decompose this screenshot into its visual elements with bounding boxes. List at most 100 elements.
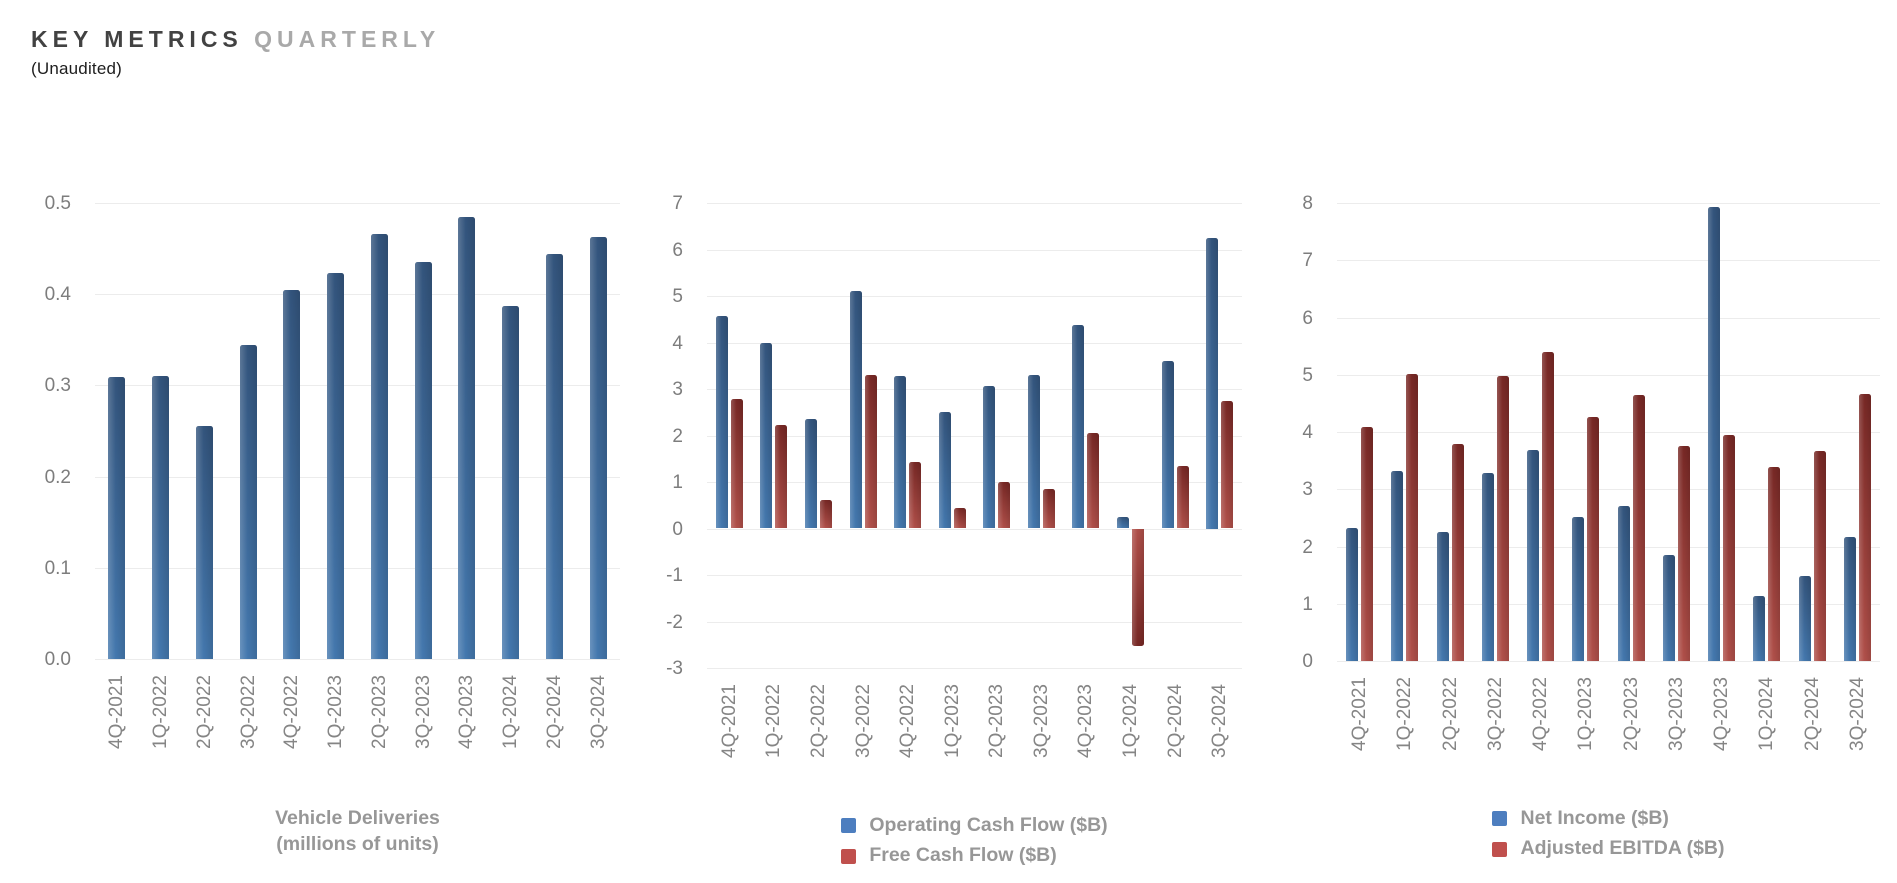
bar-blue bbox=[1617, 506, 1630, 661]
x-tick-slot: 3Q-2023 bbox=[401, 675, 445, 777]
plot-area bbox=[1337, 203, 1880, 662]
x-tick-label: 1Q-2023 bbox=[941, 684, 963, 758]
bar-blue bbox=[1027, 374, 1040, 529]
x-tick-label: 3Q-2024 bbox=[587, 675, 609, 749]
y-tick-label: 5 bbox=[672, 286, 683, 307]
bar-blue bbox=[1753, 596, 1766, 661]
x-tick-slot: 4Q-2022 bbox=[270, 675, 314, 777]
x-tick-label: 2Q-2022 bbox=[1439, 677, 1461, 751]
legend-swatch-blue bbox=[841, 818, 857, 834]
bar-blue bbox=[1436, 531, 1449, 661]
gridline bbox=[1337, 603, 1880, 605]
chart-caption: Vehicle Deliveries (millions of units) bbox=[95, 805, 620, 858]
gridline bbox=[707, 342, 1242, 344]
gridline bbox=[707, 389, 1242, 390]
legend-swatch-blue bbox=[1492, 811, 1508, 827]
x-tick-slot: 1Q-2024 bbox=[1108, 684, 1153, 786]
gridline bbox=[707, 668, 1242, 669]
y-tick-label: 0 bbox=[672, 518, 683, 540]
bar-blue bbox=[1708, 207, 1721, 661]
x-tick-label: 4Q-2022 bbox=[281, 675, 303, 749]
x-tick-label: 4Q-2021 bbox=[718, 684, 740, 758]
x-tick-slot: 1Q-2022 bbox=[752, 684, 797, 786]
x-tick-label: 4Q-2023 bbox=[456, 675, 478, 749]
charts-row: 0.5 0.4 0.3 0.2 0.1 0.0 4Q-2021 1Q-2022 2Q-2022 3… bbox=[30, 194, 1880, 868]
x-tick-slot: 4Q-2021 bbox=[95, 675, 139, 777]
bar-blue bbox=[370, 234, 388, 659]
plot-area bbox=[95, 203, 620, 660]
gridline bbox=[707, 435, 1242, 437]
x-tick-label: 2Q-2024 bbox=[1164, 684, 1186, 758]
y-tick-label: 3 bbox=[672, 379, 683, 400]
y-tick-label: 2 bbox=[1302, 536, 1313, 558]
bar-red bbox=[1632, 394, 1645, 661]
bar-blue bbox=[1117, 517, 1130, 529]
x-tick-slot: 2Q-2022 bbox=[1428, 677, 1473, 779]
bar-red bbox=[730, 399, 743, 529]
legend-item: Free Cash Flow ($B) bbox=[841, 844, 1057, 867]
y-tick-label: -3 bbox=[666, 658, 683, 679]
bar-blue bbox=[804, 419, 817, 529]
x-tick-slot: 2Q-2024 bbox=[533, 675, 577, 777]
y-tick-label: 0.5 bbox=[44, 193, 71, 214]
page-title-secondary: QUARTERLY bbox=[254, 26, 441, 52]
legend-label: Operating Cash Flow ($B) bbox=[869, 814, 1108, 836]
bar-blue bbox=[458, 216, 476, 659]
y-tick-label: 3 bbox=[1302, 479, 1313, 501]
x-tick-label: 1Q-2023 bbox=[1575, 677, 1597, 751]
x-tick-slot: 1Q-2024 bbox=[489, 675, 533, 777]
x-tick-slot: 3Q-2022 bbox=[226, 675, 270, 777]
bar-blue bbox=[1072, 325, 1085, 529]
x-tick-slot: 3Q-2024 bbox=[1197, 684, 1242, 786]
x-tick-label: 3Q-2024 bbox=[1209, 684, 1231, 758]
x-tick-slot: 2Q-2024 bbox=[1790, 677, 1835, 779]
x-tick-slot: 3Q-2024 bbox=[576, 675, 620, 777]
legend-items: Operating Cash Flow ($B) Free Cash Flow (… bbox=[841, 814, 1108, 868]
y-tick-label: -1 bbox=[666, 565, 683, 586]
chart-net-income-ebitda: 8 7 6 5 4 3 2 1 0 4Q-2021 1Q-2022 2Q-2022 3Q-2022 4Q-… bbox=[1272, 194, 1880, 868]
bar-red bbox=[1858, 394, 1871, 661]
bar-blue bbox=[1391, 470, 1404, 661]
page-subtitle: (Unaudited) bbox=[31, 58, 123, 78]
bar-blue bbox=[1572, 517, 1585, 661]
x-tick-label: 2Q-2022 bbox=[807, 684, 829, 758]
bar-blue bbox=[545, 254, 563, 659]
y-tick-label: 8 bbox=[1302, 193, 1313, 214]
bar-blue bbox=[715, 315, 728, 529]
gridline bbox=[707, 296, 1242, 297]
bar-red bbox=[1542, 351, 1555, 661]
legend-items: Net Income ($B) Adjusted EBITDA ($B) bbox=[1492, 807, 1725, 861]
x-tick-slot: 4Q-2021 bbox=[707, 684, 752, 786]
bar-blue bbox=[589, 236, 607, 659]
x-tick-label: 3Q-2023 bbox=[412, 675, 434, 749]
gridline bbox=[1337, 260, 1880, 262]
x-tick-slot: 4Q-2023 bbox=[1699, 677, 1744, 779]
x-tick-label: 4Q-2022 bbox=[1530, 677, 1552, 751]
x-tick-slot: 1Q-2024 bbox=[1744, 677, 1789, 779]
bar-blue bbox=[502, 306, 520, 659]
legend-label: Free Cash Flow ($B) bbox=[869, 844, 1057, 867]
bar-red bbox=[1813, 450, 1826, 661]
y-tick-label: 0.0 bbox=[44, 649, 71, 670]
gridline bbox=[1337, 432, 1880, 433]
bar-red bbox=[775, 424, 788, 529]
x-tick-label: 1Q-2022 bbox=[763, 684, 785, 758]
bar-red bbox=[1042, 488, 1055, 529]
x-tick-slot: 1Q-2022 bbox=[139, 675, 183, 777]
legend-item: Operating Cash Flow ($B) bbox=[841, 814, 1108, 837]
gridline bbox=[1337, 661, 1880, 662]
y-tick-label: 2 bbox=[672, 425, 683, 447]
page-title: KEY METRICS QUARTERLY bbox=[31, 26, 440, 54]
x-tick-label: 3Q-2023 bbox=[1030, 684, 1052, 758]
y-tick-label: 0.4 bbox=[44, 284, 71, 306]
bar-red bbox=[1132, 528, 1145, 647]
y-tick-label: 1 bbox=[1302, 593, 1313, 615]
x-tick-slot: 2Q-2022 bbox=[796, 684, 841, 786]
x-tick-label: 3Q-2023 bbox=[1665, 677, 1687, 751]
bar-red bbox=[864, 375, 877, 529]
x-tick-label: 1Q-2024 bbox=[1756, 677, 1778, 751]
gridline bbox=[1337, 374, 1880, 376]
x-tick-slot: 1Q-2023 bbox=[1563, 677, 1608, 779]
gridline bbox=[95, 659, 620, 660]
x-tick-slot: 3Q-2022 bbox=[841, 684, 886, 786]
